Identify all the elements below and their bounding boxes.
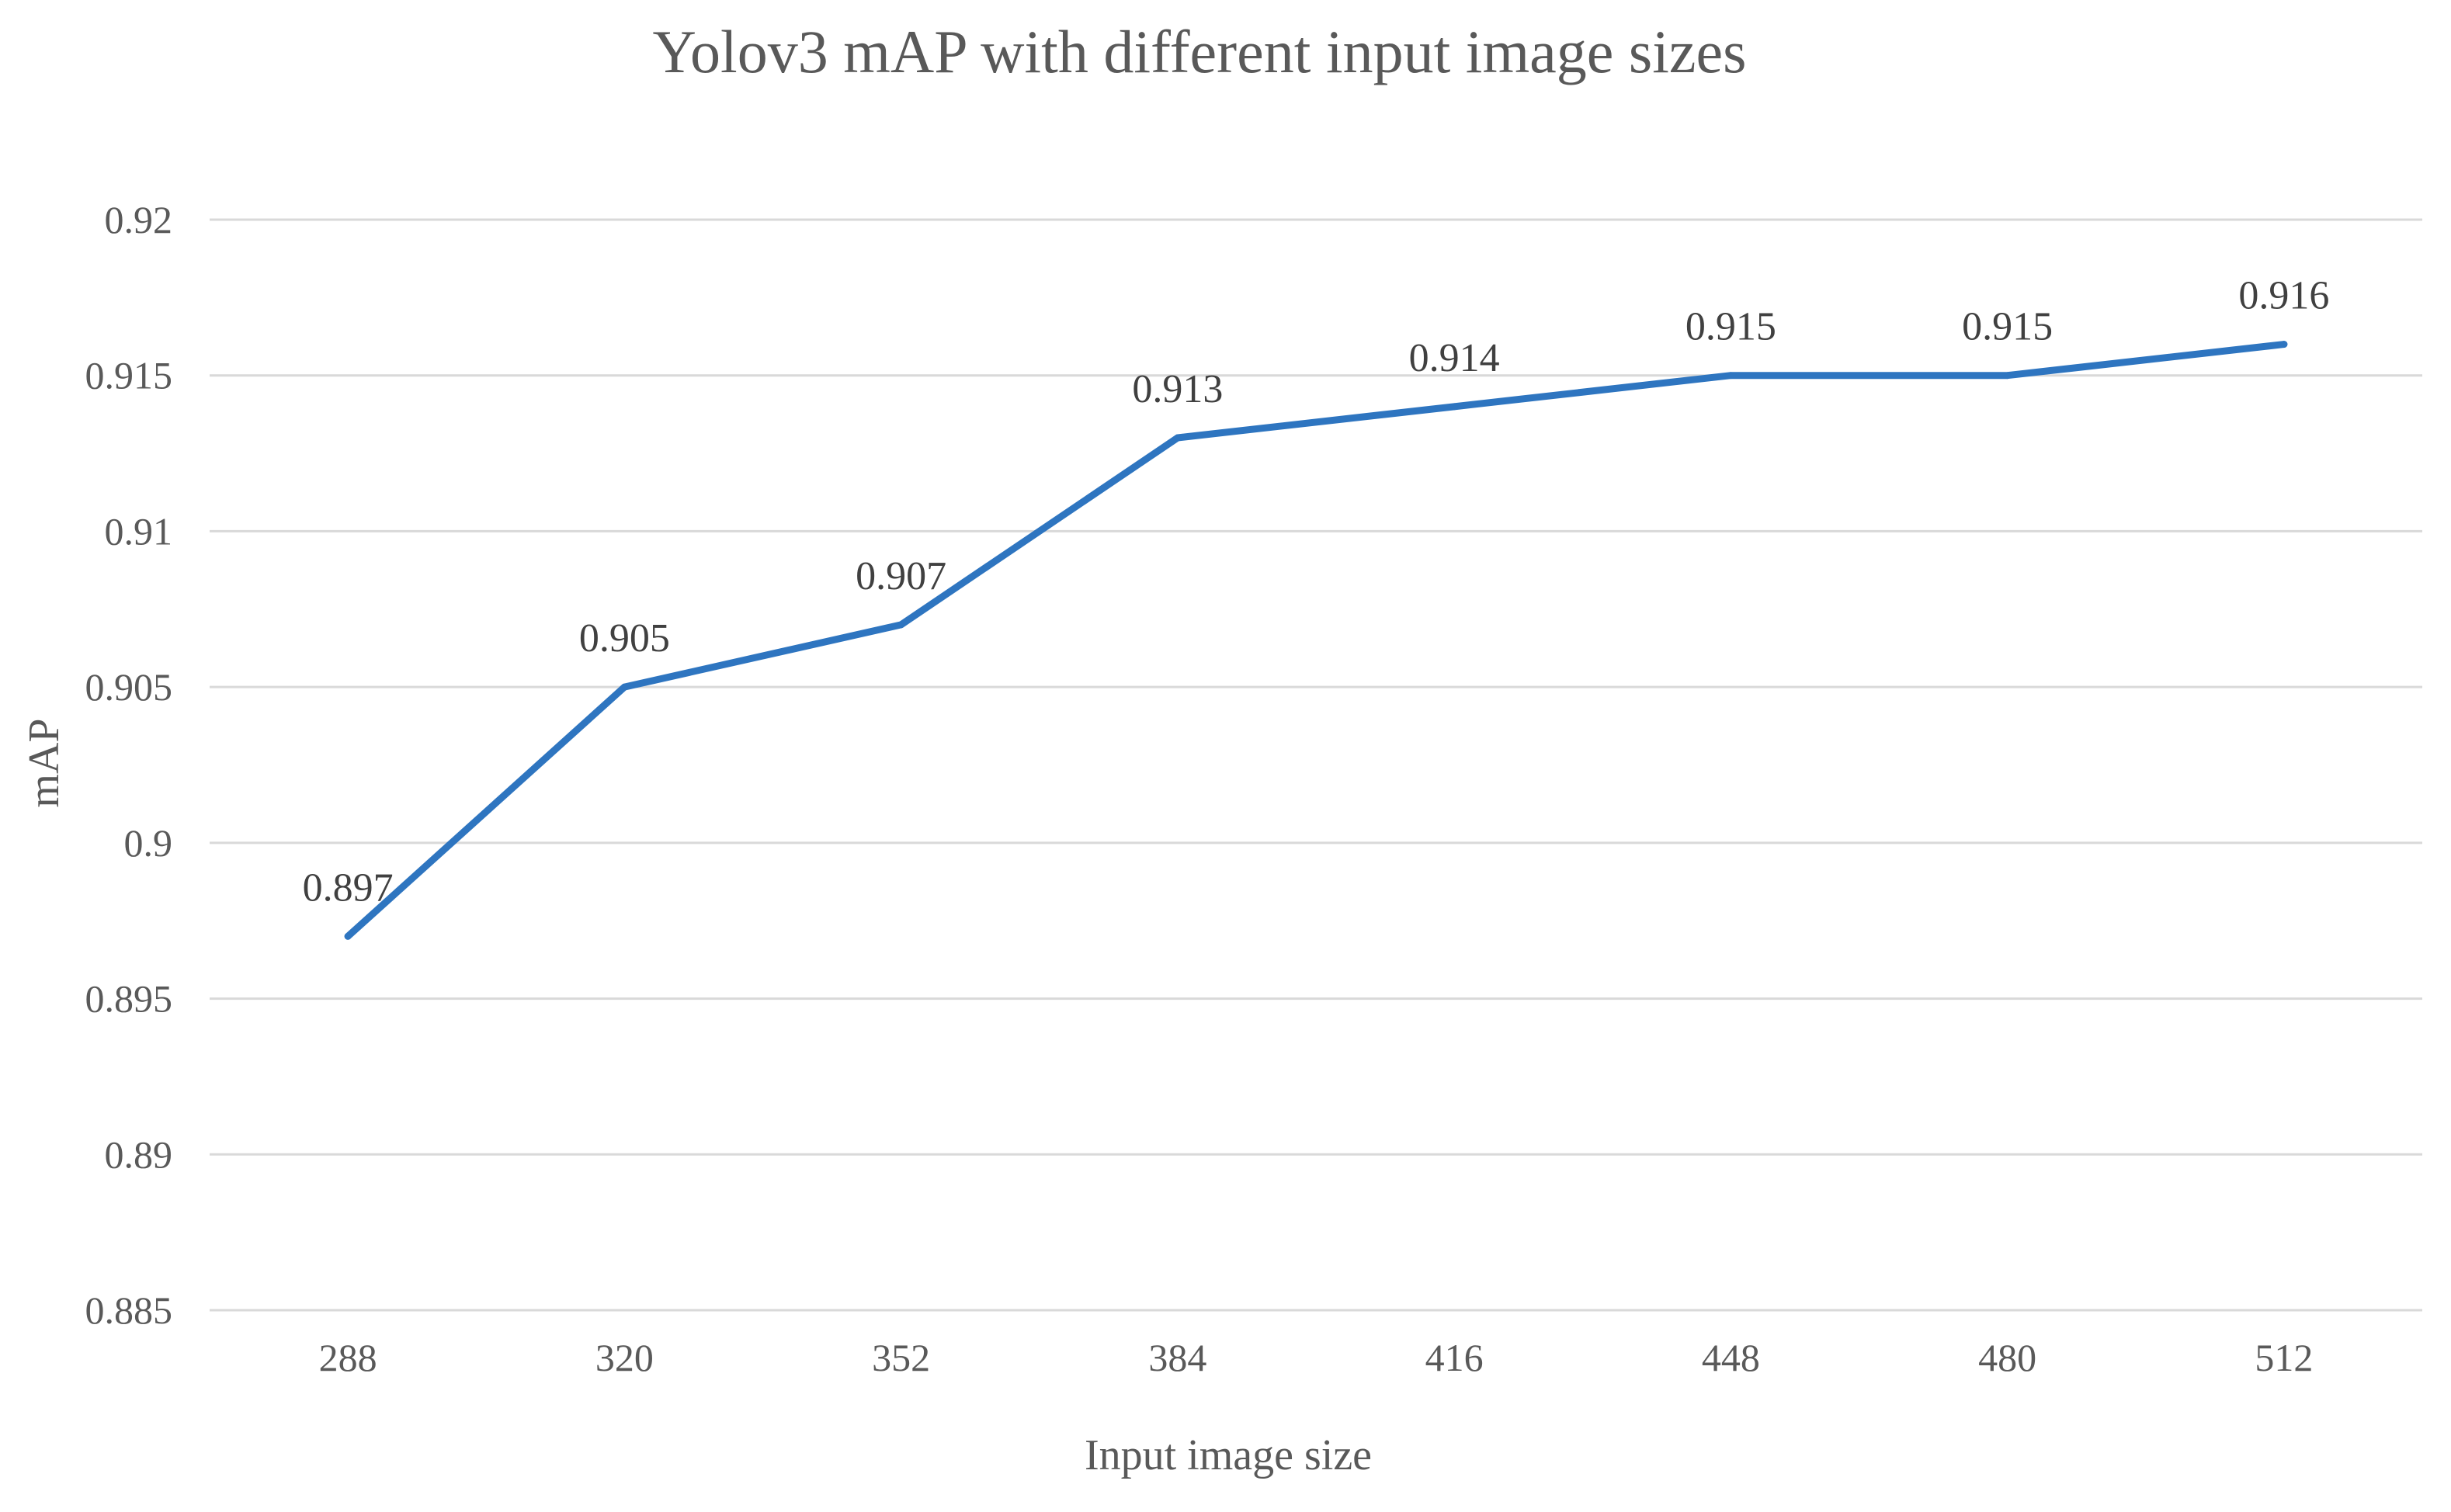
- data-point: [344, 932, 352, 940]
- y-tick-label: 0.9: [124, 821, 173, 865]
- x-tick-label: 320: [595, 1336, 654, 1379]
- data-label: 0.916: [2238, 274, 2329, 318]
- data-label: 0.914: [1409, 336, 1500, 380]
- x-tick-label: 352: [872, 1336, 930, 1379]
- x-tick-label: 512: [2255, 1336, 2313, 1379]
- y-tick-label: 0.895: [85, 977, 173, 1021]
- data-label: 0.913: [1132, 367, 1223, 411]
- x-tick-label: 448: [1702, 1336, 1760, 1379]
- y-axis-tick-labels: 0.885 0.89 0.895 0.9 0.905 0.91 0.915 0.92: [85, 198, 173, 1332]
- data-label: 0.905: [579, 616, 670, 661]
- data-label: 0.897: [303, 865, 394, 910]
- data-point: [2280, 341, 2288, 349]
- series-line: [344, 341, 2288, 940]
- gridlines: [210, 218, 2422, 1312]
- y-axis-title: mAP: [20, 718, 68, 807]
- x-tick-label: 416: [1425, 1336, 1484, 1379]
- x-axis-tick-labels: 288 320 352 384 416 448 480 512: [319, 1336, 2314, 1379]
- data-point: [1174, 434, 1182, 442]
- data-point: [1727, 372, 1734, 380]
- y-tick-label: 0.915: [85, 354, 173, 397]
- data-label: 0.915: [1685, 305, 1776, 349]
- x-tick-label: 288: [319, 1336, 377, 1379]
- y-tick-label: 0.89: [105, 1132, 173, 1176]
- data-label: 0.907: [856, 554, 946, 598]
- y-tick-label: 0.92: [105, 198, 173, 241]
- data-label: 0.915: [1962, 305, 2053, 349]
- series-layer: [344, 341, 2288, 940]
- chart-title: Yolov3 mAP with different input image si…: [653, 18, 1747, 85]
- x-tick-label: 480: [1978, 1336, 2036, 1379]
- y-tick-label: 0.885: [85, 1288, 173, 1332]
- data-point: [1450, 403, 1458, 411]
- x-tick-label: 384: [1148, 1336, 1206, 1379]
- y-tick-label: 0.905: [85, 665, 173, 709]
- data-point: [2004, 372, 2012, 380]
- data-labels: 0.897 0.905 0.907 0.913 0.914 0.915 0.915 0.916: [303, 274, 2330, 910]
- y-tick-label: 0.91: [105, 509, 173, 553]
- x-axis-title: Input image size: [1085, 1431, 1372, 1479]
- data-point: [620, 683, 628, 691]
- data-point: [897, 621, 905, 629]
